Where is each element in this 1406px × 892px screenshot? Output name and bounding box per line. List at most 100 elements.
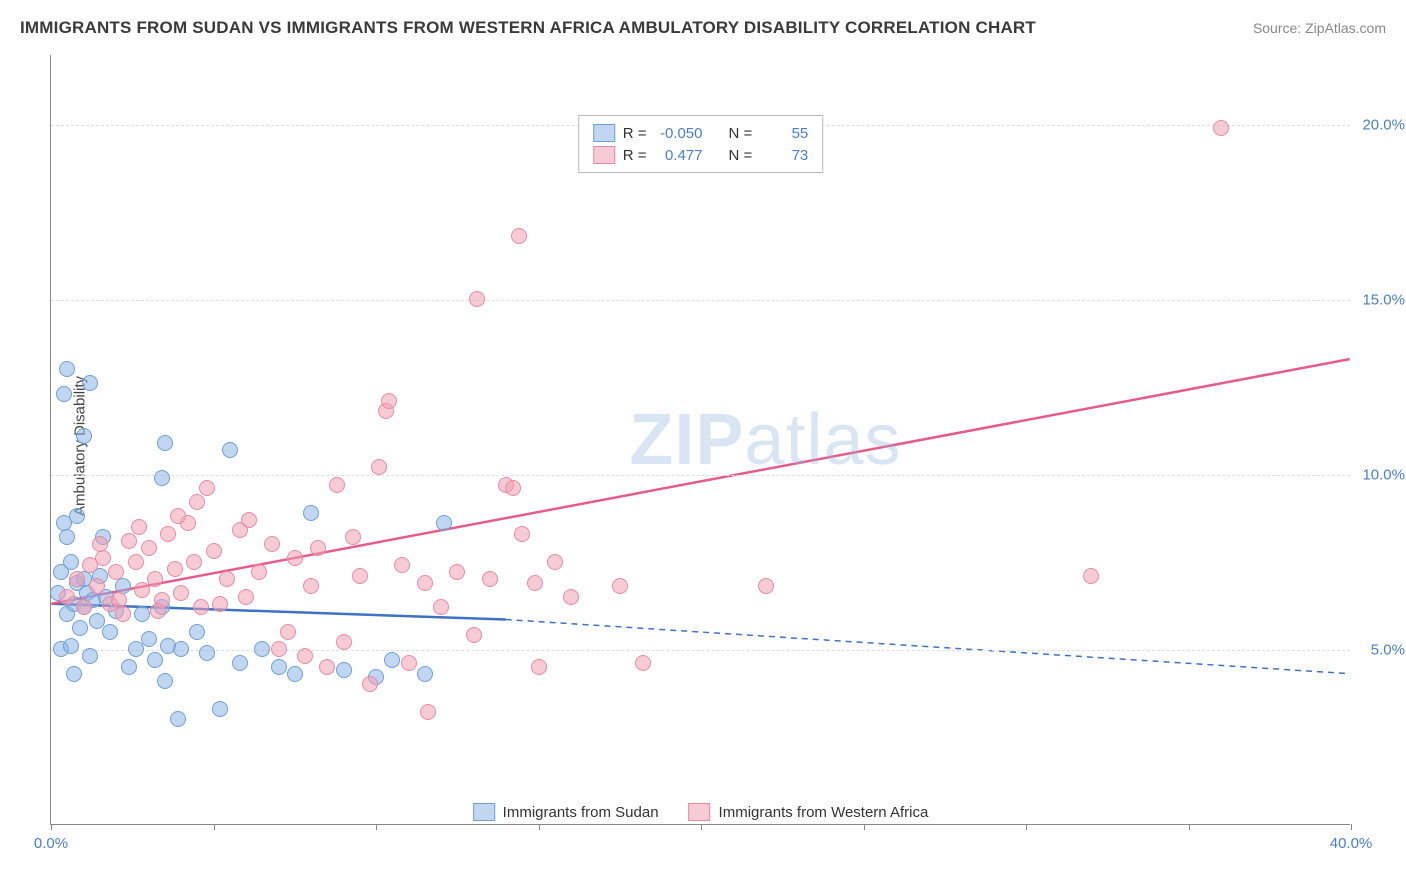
data-point bbox=[157, 435, 173, 451]
data-point bbox=[199, 645, 215, 661]
x-tick bbox=[1026, 824, 1027, 830]
x-tick bbox=[701, 824, 702, 830]
data-point bbox=[56, 386, 72, 402]
x-tick-label-left: 0.0% bbox=[34, 835, 68, 852]
data-point bbox=[287, 666, 303, 682]
data-point bbox=[111, 592, 127, 608]
watermark: ZIPatlas bbox=[629, 399, 901, 481]
data-point bbox=[511, 228, 527, 244]
x-tick bbox=[1351, 824, 1352, 830]
data-point bbox=[417, 575, 433, 591]
data-point bbox=[271, 659, 287, 675]
data-point bbox=[160, 526, 176, 542]
data-point bbox=[371, 459, 387, 475]
legend-item-1: Immigrants from Sudan bbox=[473, 803, 659, 821]
data-point bbox=[433, 599, 449, 615]
data-point bbox=[352, 568, 368, 584]
data-point bbox=[170, 508, 186, 524]
data-point bbox=[232, 655, 248, 671]
data-point bbox=[193, 599, 209, 615]
data-point bbox=[287, 550, 303, 566]
data-point bbox=[72, 620, 88, 636]
data-point bbox=[436, 515, 452, 531]
data-point bbox=[303, 578, 319, 594]
data-point bbox=[147, 571, 163, 587]
data-point bbox=[303, 505, 319, 521]
data-point bbox=[189, 494, 205, 510]
legend-correlation-box: R = -0.050 N = 55 R = 0.477 N = 73 bbox=[578, 115, 824, 173]
data-point bbox=[147, 652, 163, 668]
data-point bbox=[336, 634, 352, 650]
x-tick bbox=[51, 824, 52, 830]
data-point bbox=[154, 470, 170, 486]
data-point bbox=[466, 627, 482, 643]
data-point bbox=[514, 526, 530, 542]
gridline-h bbox=[51, 300, 1350, 301]
data-point bbox=[758, 578, 774, 594]
data-point bbox=[1213, 120, 1229, 136]
data-point bbox=[449, 564, 465, 580]
data-point bbox=[420, 704, 436, 720]
data-point bbox=[157, 673, 173, 689]
legend-series-box: Immigrants from Sudan Immigrants from We… bbox=[473, 803, 929, 821]
data-point bbox=[417, 666, 433, 682]
data-point bbox=[238, 589, 254, 605]
data-point bbox=[95, 550, 111, 566]
data-point bbox=[59, 361, 75, 377]
data-point bbox=[505, 480, 521, 496]
data-point bbox=[212, 596, 228, 612]
data-point bbox=[76, 599, 92, 615]
data-point bbox=[150, 603, 166, 619]
data-point bbox=[212, 701, 228, 717]
data-point bbox=[563, 589, 579, 605]
data-point bbox=[66, 666, 82, 682]
data-point bbox=[547, 554, 563, 570]
x-tick bbox=[1189, 824, 1190, 830]
gridline-h bbox=[51, 650, 1350, 651]
data-point bbox=[531, 659, 547, 675]
legend-item-2: Immigrants from Western Africa bbox=[689, 803, 929, 821]
data-point bbox=[115, 606, 131, 622]
legend-row-series-1: R = -0.050 N = 55 bbox=[593, 122, 809, 144]
data-point bbox=[329, 477, 345, 493]
data-point bbox=[59, 529, 75, 545]
x-tick bbox=[539, 824, 540, 830]
data-point bbox=[362, 676, 378, 692]
data-point bbox=[219, 571, 235, 587]
legend-swatch-1 bbox=[593, 124, 615, 142]
data-point bbox=[89, 578, 105, 594]
data-point bbox=[336, 662, 352, 678]
data-point bbox=[128, 554, 144, 570]
data-point bbox=[297, 648, 313, 664]
data-point bbox=[222, 442, 238, 458]
x-tick-label-right: 40.0% bbox=[1330, 835, 1373, 852]
data-point bbox=[173, 585, 189, 601]
data-point bbox=[102, 624, 118, 640]
data-point bbox=[1083, 568, 1099, 584]
data-point bbox=[121, 533, 137, 549]
source-label: Source: ZipAtlas.com bbox=[1253, 20, 1386, 36]
data-point bbox=[128, 641, 144, 657]
data-point bbox=[173, 641, 189, 657]
data-point bbox=[82, 375, 98, 391]
title-bar: IMMIGRANTS FROM SUDAN VS IMMIGRANTS FROM… bbox=[20, 18, 1386, 38]
data-point bbox=[394, 557, 410, 573]
data-point bbox=[186, 554, 202, 570]
y-tick-label: 5.0% bbox=[1355, 642, 1405, 659]
data-point bbox=[59, 589, 75, 605]
x-tick bbox=[214, 824, 215, 830]
data-point bbox=[310, 540, 326, 556]
data-point bbox=[264, 536, 280, 552]
data-point bbox=[280, 624, 296, 640]
data-point bbox=[134, 582, 150, 598]
data-point bbox=[131, 519, 147, 535]
data-point bbox=[108, 564, 124, 580]
data-point bbox=[469, 291, 485, 307]
data-point bbox=[189, 624, 205, 640]
data-point bbox=[82, 648, 98, 664]
data-point bbox=[167, 561, 183, 577]
data-point bbox=[271, 641, 287, 657]
data-point bbox=[92, 536, 108, 552]
data-point bbox=[527, 575, 543, 591]
data-point bbox=[206, 543, 222, 559]
